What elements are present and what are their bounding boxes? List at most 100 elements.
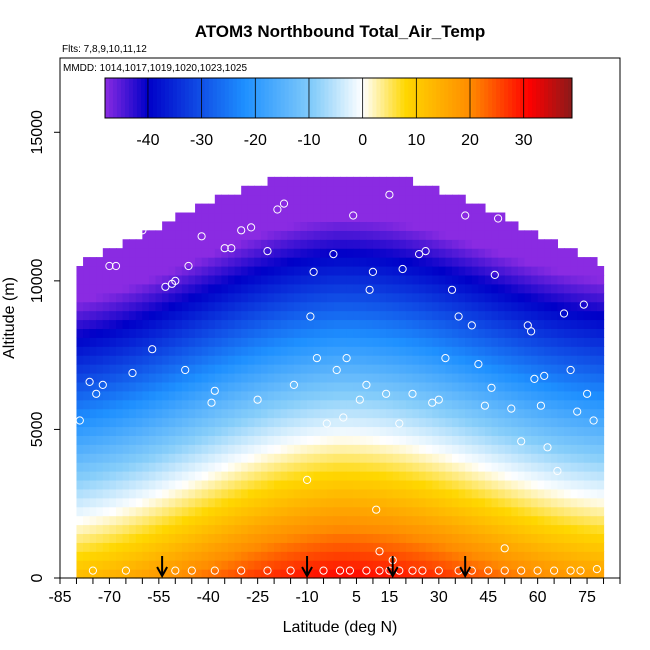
heatmap-cell (260, 462, 269, 472)
heatmap-cell (247, 203, 255, 214)
heatmap-cell (564, 471, 572, 481)
colorbar-segment (356, 78, 361, 118)
heatmap-cell (89, 453, 97, 463)
heatmap-cell (392, 355, 400, 365)
sample-point (121, 566, 131, 575)
heatmap-cell (214, 328, 223, 338)
heatmap-cell (116, 435, 124, 445)
heatmap-cell (438, 230, 447, 240)
heatmap-cell (320, 266, 328, 276)
heatmap-cell (379, 435, 387, 445)
heatmap-cell (89, 506, 97, 517)
chart-title: ATOM3 Northbound Total_Air_Temp (195, 22, 486, 41)
heatmap-cell (353, 435, 361, 445)
heatmap-cell (214, 435, 223, 445)
heatmap-cell (221, 346, 229, 356)
heatmap-cell (135, 444, 143, 454)
heatmap-cell (155, 408, 163, 419)
heatmap-cell (484, 417, 493, 428)
heatmap-cell (260, 283, 269, 294)
heatmap-cell (438, 551, 447, 561)
heatmap-cell (498, 283, 506, 294)
heatmap-cell (511, 497, 519, 508)
heatmap-cell (432, 506, 440, 517)
heatmap-cell (287, 212, 295, 223)
heatmap-cell (326, 542, 335, 552)
heatmap-cell (353, 283, 361, 294)
heatmap-cell (491, 337, 499, 347)
heatmap-cell (129, 310, 137, 321)
heatmap-cell (181, 444, 190, 454)
heatmap-cell (478, 319, 486, 329)
heatmap-cell (366, 506, 374, 517)
heatmap-cell (201, 444, 209, 454)
heatmap-cell (116, 301, 124, 312)
heatmap-cell (188, 248, 196, 258)
sample-point (289, 380, 298, 389)
heatmap-cell (458, 257, 466, 267)
heatmap-cell (83, 417, 91, 428)
heatmap-cell (234, 515, 242, 526)
sample-point (335, 566, 345, 575)
heatmap-cell (537, 417, 545, 428)
heatmap-cell (504, 239, 512, 249)
heatmap-cell (557, 319, 565, 329)
heatmap-cell (517, 283, 526, 294)
heatmap-cell (379, 319, 387, 329)
heatmap-cell (531, 497, 539, 508)
heatmap-cell (293, 328, 302, 338)
heatmap-cell (590, 560, 598, 570)
heatmap-cell (346, 524, 354, 535)
heatmap-cell (287, 471, 295, 481)
sample-point (362, 380, 371, 389)
heatmap-cell (570, 506, 578, 517)
heatmap-cell (537, 346, 545, 356)
heatmap-cell (267, 292, 275, 303)
heatmap-cell (386, 310, 394, 321)
sample-point (434, 395, 443, 404)
heatmap-cell (419, 337, 427, 347)
heatmap-cell (241, 435, 249, 445)
heatmap-cell (517, 355, 526, 365)
heatmap-cell (267, 355, 275, 365)
sample-point (550, 566, 559, 575)
heatmap-cell (307, 346, 315, 356)
heatmap-cell (254, 551, 262, 561)
heatmap-cell (148, 328, 157, 338)
heatmap-cell (320, 479, 328, 490)
heatmap-cell (96, 506, 104, 517)
heatmap-cell (425, 292, 433, 303)
heatmap-cell (89, 533, 97, 543)
sample-point (583, 389, 592, 398)
heatmap-cell (531, 408, 539, 419)
heatmap-cell (438, 274, 447, 285)
heatmap-cell (96, 426, 104, 436)
colorbar-segment (204, 78, 210, 118)
heatmap-cell (596, 319, 605, 329)
heatmap-cell (511, 417, 519, 428)
heatmap-cell (228, 248, 236, 258)
heatmap-cell (214, 569, 223, 579)
heatmap-cell (583, 283, 591, 294)
heatmap-cell (188, 542, 196, 552)
sample-point (263, 566, 272, 575)
heatmap-cell (478, 453, 486, 463)
colorbar-segment (316, 78, 322, 118)
heatmap-cell (504, 462, 512, 472)
heatmap-cell (280, 194, 288, 205)
heatmap-cell (425, 497, 433, 508)
heatmap-cell (148, 337, 157, 347)
heatmap-cell (340, 515, 348, 526)
heatmap-cell (386, 355, 394, 365)
sample-point (75, 416, 84, 425)
heatmap-cell (484, 453, 493, 463)
heatmap-cell (181, 417, 190, 428)
heatmap-cell (511, 462, 519, 472)
colorbar-segment (444, 78, 449, 118)
heatmap-cell (445, 444, 453, 454)
heatmap-cell (307, 462, 315, 472)
heatmap-cell (392, 310, 400, 321)
heatmap-cell (122, 551, 130, 561)
heatmap-cell (570, 488, 578, 499)
heatmap-cell (228, 533, 236, 543)
